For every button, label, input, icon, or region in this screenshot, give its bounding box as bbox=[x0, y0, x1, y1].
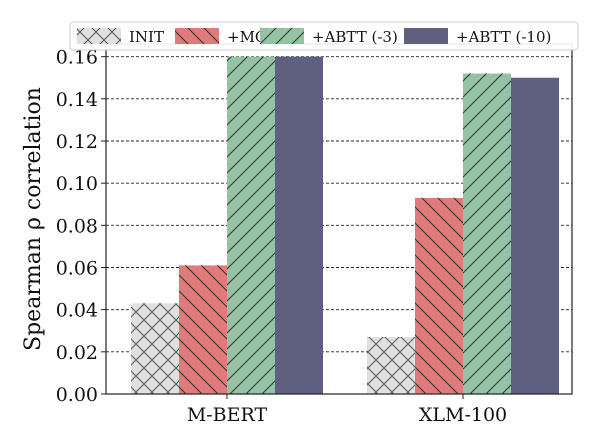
bar-hatch bbox=[179, 265, 227, 394]
legend-swatch-hatch bbox=[77, 28, 121, 44]
y-tick-label: 0.14 bbox=[56, 89, 98, 111]
legend-label: +ABTT (-10) bbox=[456, 28, 551, 46]
y-tick-label: 0.06 bbox=[56, 257, 98, 279]
legend-label: INIT bbox=[129, 28, 164, 46]
y-tick-label: 0.10 bbox=[56, 173, 98, 195]
y-axis-title: Spearman ρ correlation bbox=[21, 87, 46, 351]
y-tick-label: 0.04 bbox=[56, 300, 98, 322]
bar-hatch bbox=[227, 56, 275, 394]
bar-hatch bbox=[463, 73, 511, 395]
y-axis: 0.00 0.02 0.04 0.06 0.08 0.10 0.12 0.14 0.16 bbox=[56, 47, 106, 406]
legend-swatch-hatch bbox=[260, 28, 304, 44]
y-tick-label: 0.16 bbox=[56, 47, 98, 69]
y-tick-label: 0.12 bbox=[56, 131, 98, 153]
legend-label: +ABTT (-3) bbox=[312, 28, 398, 46]
y-tick-label: 0.00 bbox=[56, 384, 98, 406]
x-tick-label: M-BERT bbox=[187, 404, 268, 426]
x-tick-label: XLM-100 bbox=[419, 404, 507, 426]
legend-swatch bbox=[404, 28, 448, 44]
bars bbox=[131, 56, 559, 395]
legend-swatch-hatch bbox=[175, 28, 219, 44]
y-tick-label: 0.02 bbox=[56, 342, 98, 364]
bar bbox=[511, 77, 559, 395]
bar-hatch bbox=[131, 303, 179, 394]
y-tick-label: 0.08 bbox=[56, 215, 98, 237]
x-axis: M-BERT XLM-100 bbox=[187, 394, 507, 426]
legend: INIT +MC +ABTT (-3) +ABTT (-10) bbox=[69, 21, 579, 51]
legend-label: +MC bbox=[227, 28, 266, 46]
bar-hatch bbox=[415, 197, 463, 394]
bar bbox=[275, 56, 323, 394]
bar-hatch bbox=[367, 337, 415, 394]
